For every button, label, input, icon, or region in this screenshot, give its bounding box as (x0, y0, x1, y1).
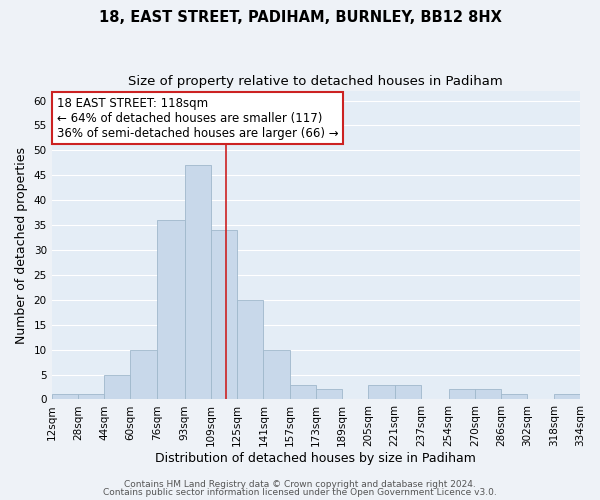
Bar (104, 374, 130, 400)
Bar (157, 220, 185, 400)
Text: Contains public sector information licensed under the Open Government Licence v3: Contains public sector information licen… (103, 488, 497, 497)
Bar (78, 394, 104, 400)
Bar (211, 230, 237, 400)
Y-axis label: Number of detached properties: Number of detached properties (15, 146, 28, 344)
Bar (316, 390, 342, 400)
Text: 18 EAST STREET: 118sqm
← 64% of detached houses are smaller (117)
36% of semi-de: 18 EAST STREET: 118sqm ← 64% of detached… (57, 96, 338, 140)
Bar (395, 384, 421, 400)
Bar (475, 390, 501, 400)
Bar (449, 390, 475, 400)
Bar (185, 166, 211, 400)
Bar (554, 394, 580, 400)
Bar (368, 384, 395, 400)
Text: Contains HM Land Registry data © Crown copyright and database right 2024.: Contains HM Land Registry data © Crown c… (124, 480, 476, 489)
X-axis label: Distribution of detached houses by size in Padiham: Distribution of detached houses by size … (155, 452, 476, 465)
Title: Size of property relative to detached houses in Padiham: Size of property relative to detached ho… (128, 75, 503, 88)
Bar (290, 384, 316, 400)
Bar (263, 350, 290, 400)
Bar (237, 300, 263, 400)
Bar (501, 394, 527, 400)
Text: 18, EAST STREET, PADIHAM, BURNLEY, BB12 8HX: 18, EAST STREET, PADIHAM, BURNLEY, BB12 … (98, 10, 502, 25)
Bar (130, 350, 157, 400)
Bar (52, 394, 78, 400)
